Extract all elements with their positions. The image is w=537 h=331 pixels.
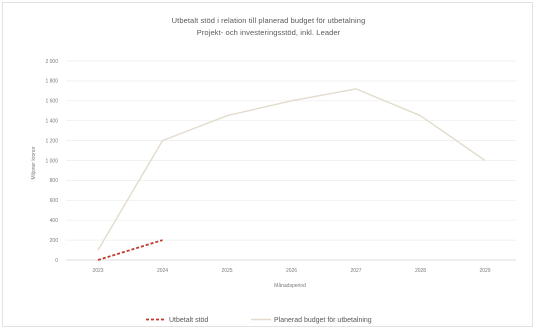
x-tick-label: 2026 [286, 268, 297, 274]
y-tick-label: 1 000 [45, 158, 58, 164]
y-axis-label: Miljoner kronor [31, 146, 37, 179]
x-tick-label: 2025 [221, 268, 232, 274]
x-tick-label: 2024 [157, 268, 168, 274]
series-lines [97, 88, 486, 261]
series-line-utbetalt [97, 239, 163, 261]
chart-frame [2, 2, 533, 327]
gridlines [66, 60, 516, 261]
chart-title: Utbetalt stöd i relation till planerad b… [171, 16, 366, 25]
y-axis-ticks: 0 200 400 600 800 1 000 1 200 1 400 1 600 1 800 2 … [45, 59, 58, 264]
y-tick-label: 1 200 [45, 138, 58, 144]
x-tick-label: 2028 [415, 268, 426, 274]
y-tick-label: 1 800 [45, 79, 58, 85]
y-tick-label: 400 [50, 218, 59, 224]
y-tick-label: 1 600 [45, 99, 58, 105]
series-line-budget [97, 88, 486, 251]
chart-subtitle: Projekt- och investeringsstöd, inkl. Lea… [196, 28, 341, 37]
x-axis-ticks: 2023 2024 2025 2026 2027 2028 2029 [92, 268, 490, 274]
y-tick-label: 200 [50, 238, 59, 244]
legend-label: Utbetalt stöd [169, 317, 208, 324]
y-tick-label: 2 000 [45, 59, 58, 65]
x-axis-label: Månadsperiod [274, 282, 306, 289]
y-tick-label: 0 [55, 258, 58, 264]
x-tick-label: 2029 [479, 268, 490, 274]
legend-label: Planerad budget för utbetalning [274, 317, 372, 324]
x-tick-label: 2023 [92, 268, 103, 274]
y-tick-label: 800 [50, 178, 59, 184]
y-tick-label: 600 [50, 198, 59, 204]
legend: Utbetalt stöd Planerad budget för utbetal… [146, 317, 372, 324]
x-tick-label: 2027 [350, 268, 361, 274]
y-tick-label: 1 400 [45, 119, 58, 125]
